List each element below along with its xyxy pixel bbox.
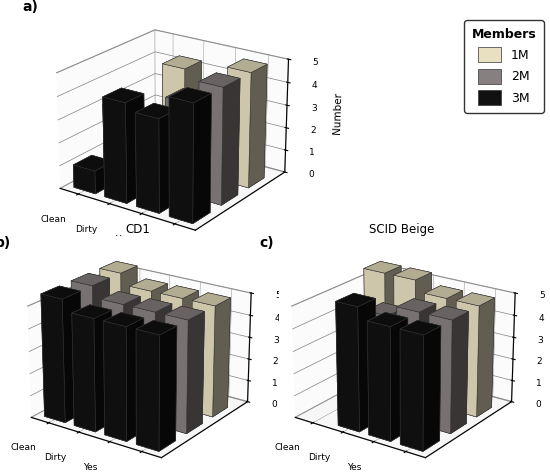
Text: a): a) (23, 0, 38, 14)
Title: SCID Beige: SCID Beige (369, 223, 434, 236)
Title: CD1: CD1 (125, 223, 150, 236)
Text: b): b) (0, 236, 12, 250)
Text: c): c) (259, 236, 274, 250)
Text: Cage: Cage (74, 267, 103, 277)
Text: Wounds: Wounds (185, 267, 232, 277)
Legend: 1M, 2M, 3M: 1M, 2M, 3M (464, 20, 544, 113)
